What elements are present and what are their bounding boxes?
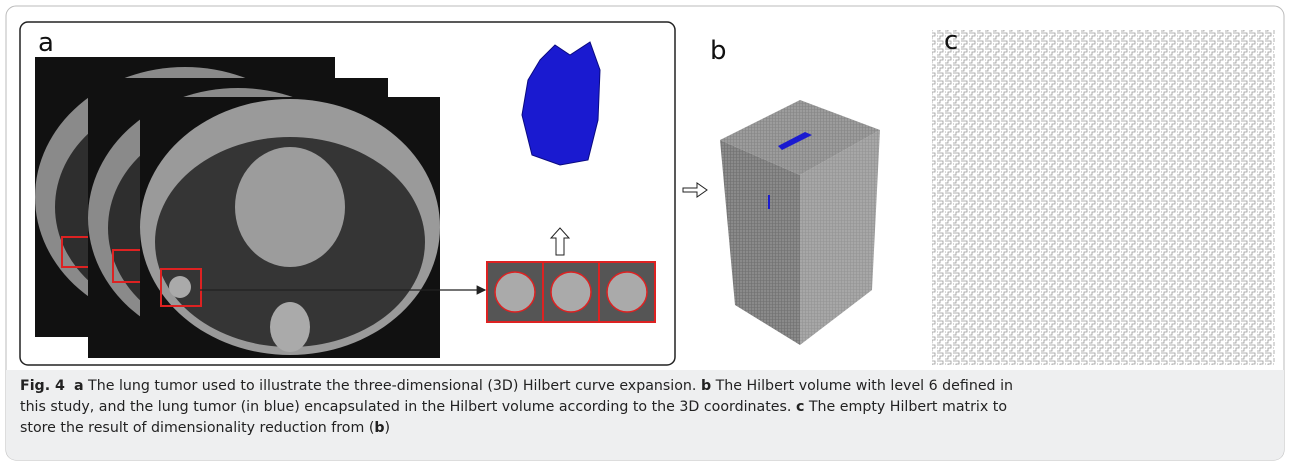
panel-label: a bbox=[38, 28, 54, 58]
caption-text: ) bbox=[385, 420, 391, 436]
caption-label: b bbox=[701, 378, 711, 394]
caption-label: a bbox=[74, 378, 84, 394]
caption: Fig. 4 a The lung tumor used to illustra… bbox=[20, 376, 1030, 439]
figure-label: Fig. 4 bbox=[20, 378, 65, 394]
caption-ref: b bbox=[374, 420, 384, 436]
ct-slices bbox=[35, 57, 440, 358]
panel-label: c bbox=[944, 26, 958, 56]
right-arrow bbox=[683, 183, 707, 197]
hilbert-matrix bbox=[932, 30, 1275, 365]
figure: a b c Fig. 4 a The lung tumor used to il… bbox=[0, 0, 1290, 467]
caption-text: The lung tumor used to illustrate the th… bbox=[88, 378, 696, 394]
tumor-crops bbox=[487, 262, 655, 322]
caption-label: c bbox=[796, 399, 804, 415]
hilbert-cube bbox=[720, 100, 880, 345]
panel-label: b bbox=[710, 36, 727, 66]
